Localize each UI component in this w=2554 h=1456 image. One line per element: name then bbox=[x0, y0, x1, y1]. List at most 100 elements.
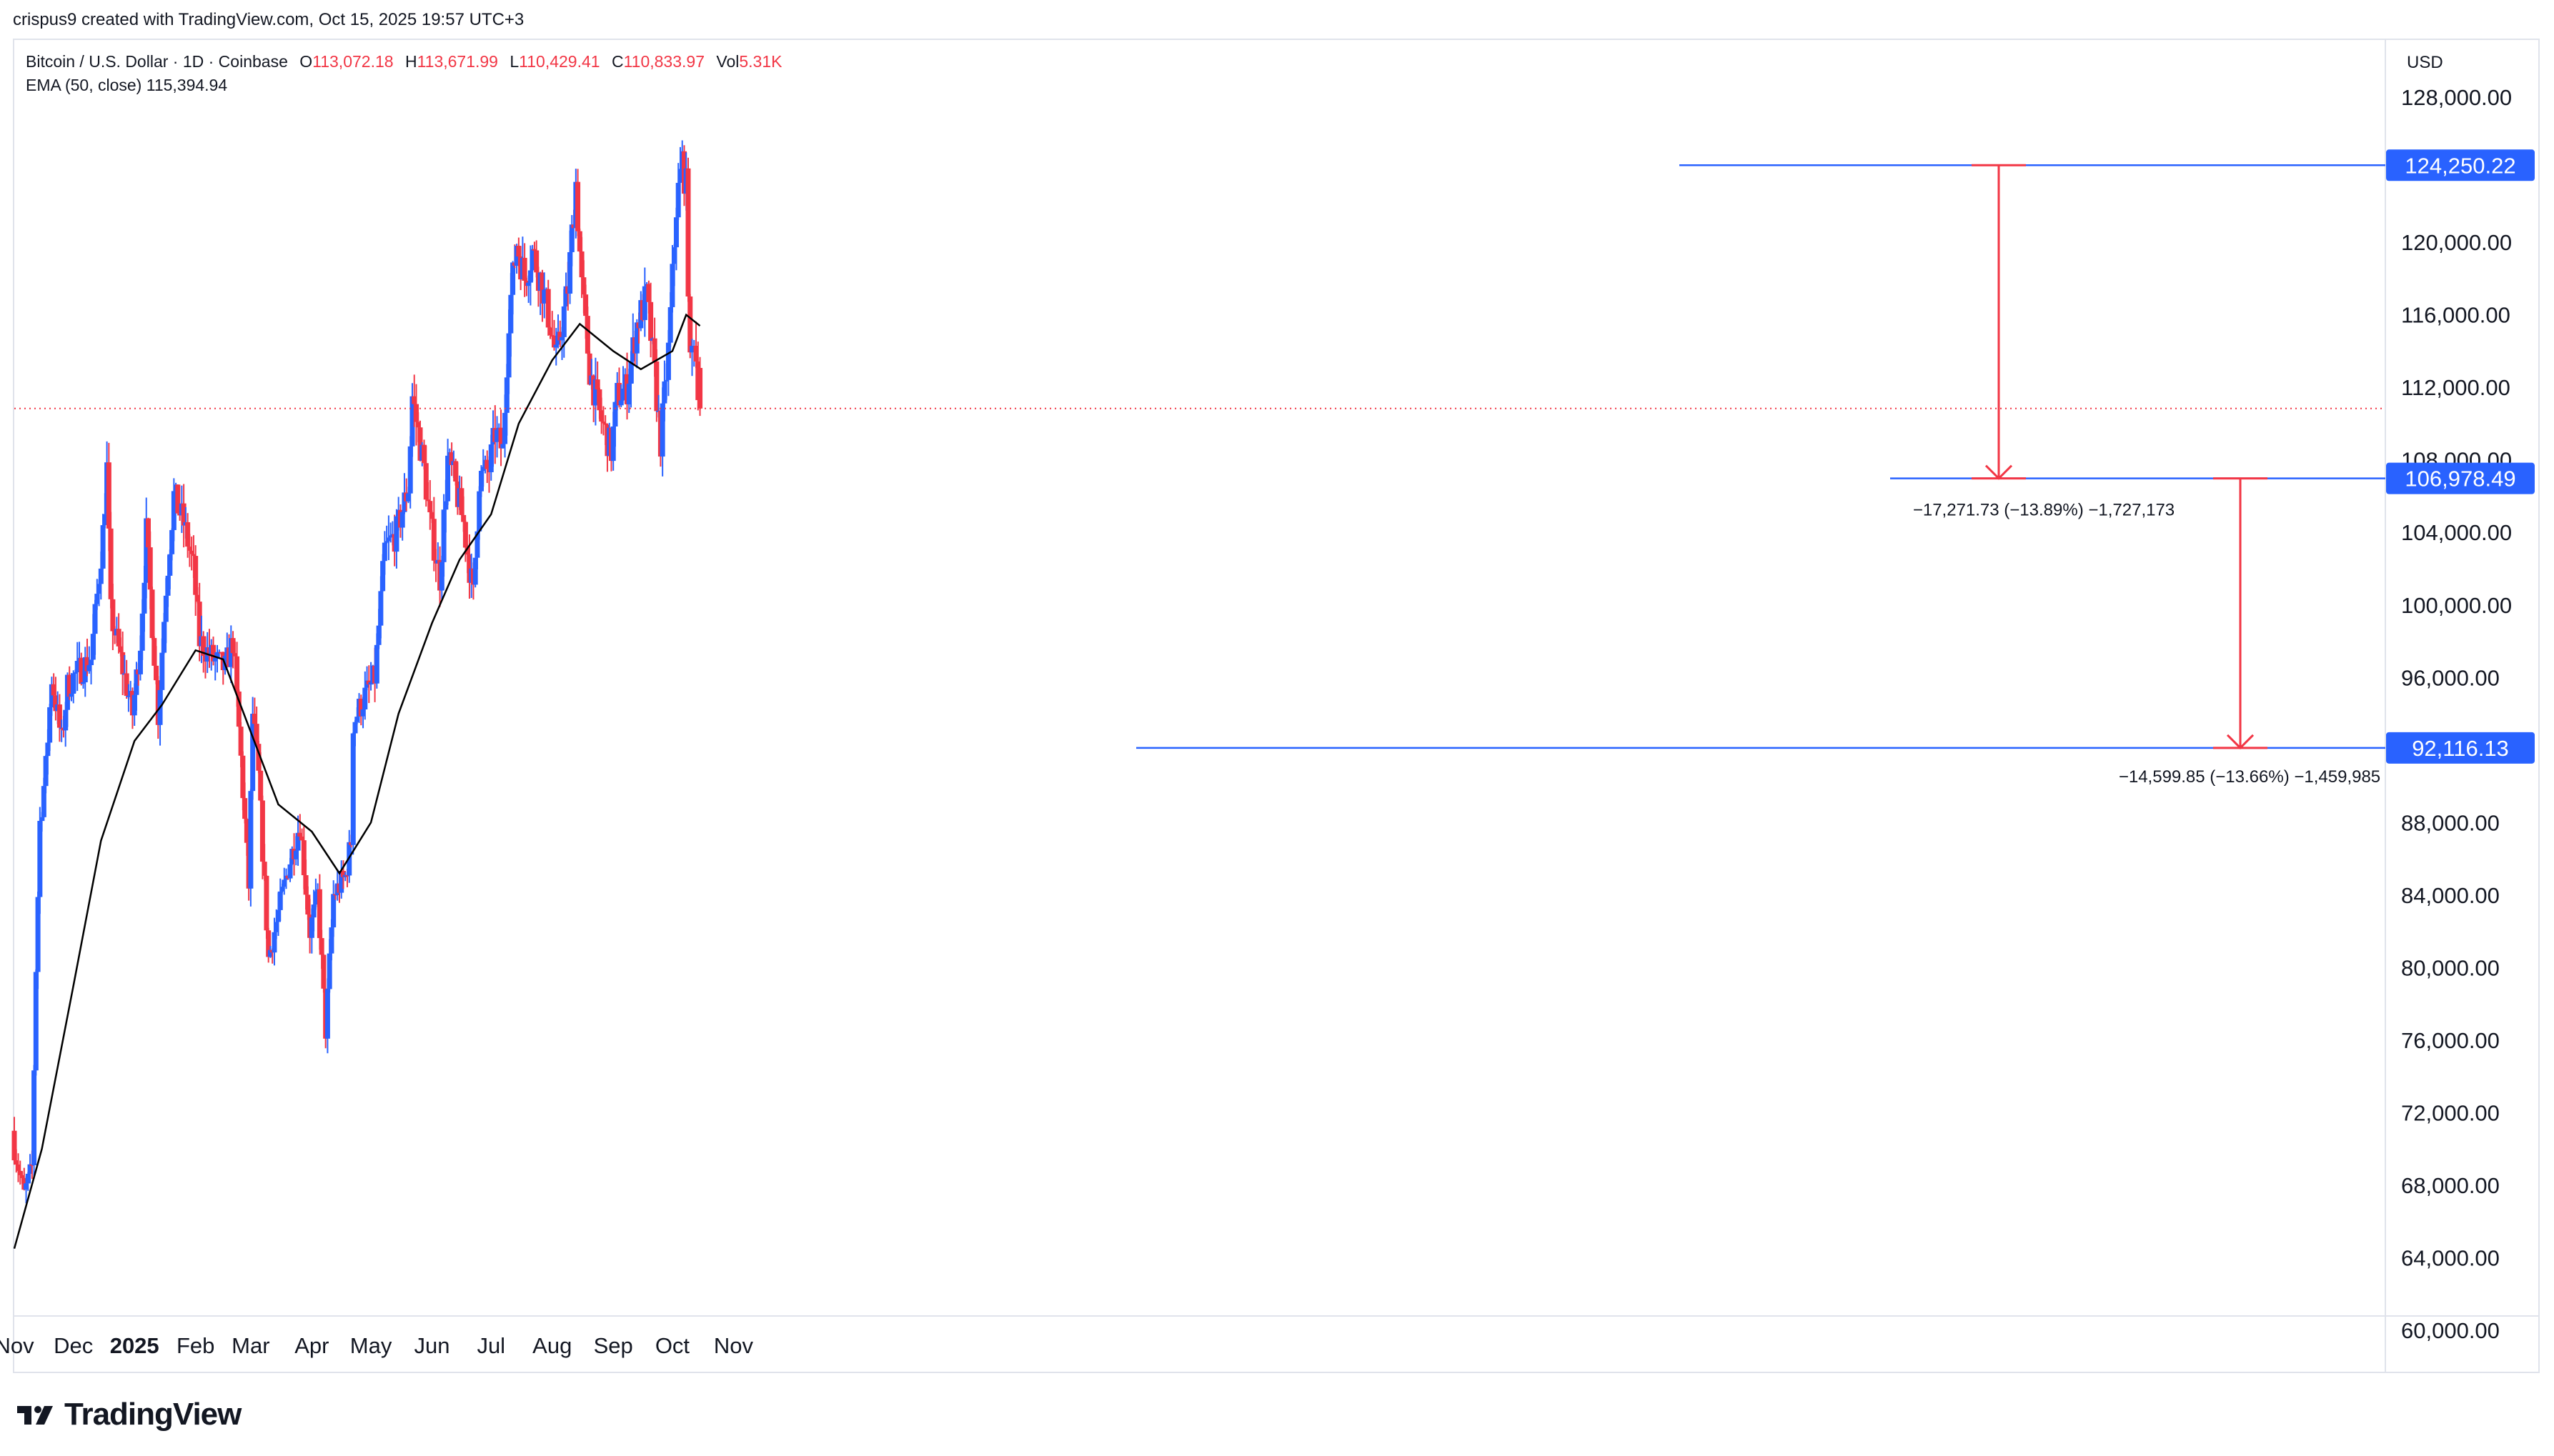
x-tick-label: Mar bbox=[232, 1333, 269, 1358]
tradingview-logo-icon bbox=[17, 1406, 53, 1425]
candle-body bbox=[175, 484, 181, 514]
candle-body bbox=[405, 493, 411, 502]
candle-body bbox=[118, 646, 124, 652]
candle-body bbox=[374, 644, 379, 684]
low-value: 110,429.41 bbox=[519, 52, 600, 71]
candle-body bbox=[100, 525, 106, 569]
candle-body bbox=[106, 462, 111, 529]
candle-body bbox=[660, 403, 665, 457]
candle-body bbox=[394, 516, 399, 552]
level-label: 124,250.22 bbox=[2405, 153, 2515, 178]
candle-body bbox=[530, 249, 535, 271]
y-tick-label: 80,000.00 bbox=[2401, 955, 2500, 980]
currency-label[interactable]: USD bbox=[2407, 53, 2443, 72]
candle-body bbox=[256, 744, 262, 771]
candle-body bbox=[415, 422, 421, 428]
candle-body bbox=[35, 897, 41, 972]
candle-body bbox=[585, 316, 590, 354]
candle-body bbox=[137, 650, 143, 674]
candle-body bbox=[24, 1183, 29, 1190]
y-tick-label: 84,000.00 bbox=[2401, 883, 2500, 908]
candle-body bbox=[618, 400, 624, 406]
candle-body bbox=[510, 262, 516, 295]
candle-body bbox=[41, 786, 46, 817]
candle-body bbox=[25, 1173, 31, 1184]
candle-body bbox=[577, 231, 582, 251]
candle-body bbox=[84, 657, 90, 672]
candle-body bbox=[250, 713, 256, 792]
chart-frame bbox=[13, 39, 2540, 1373]
y-tick-label: 64,000.00 bbox=[2401, 1245, 2500, 1270]
y-tick-label: 96,000.00 bbox=[2401, 665, 2500, 690]
candle-body bbox=[145, 518, 151, 548]
candle-body bbox=[212, 658, 218, 662]
candle-body bbox=[45, 742, 51, 757]
candle-body bbox=[274, 922, 279, 932]
candle-body bbox=[159, 652, 165, 690]
candle-body bbox=[407, 446, 413, 494]
y-tick-label: 88,000.00 bbox=[2401, 810, 2500, 835]
candle-body bbox=[350, 733, 356, 845]
candle-body bbox=[687, 296, 693, 353]
candle-body bbox=[181, 503, 187, 526]
candle-body bbox=[238, 727, 244, 756]
candle-body bbox=[553, 344, 559, 348]
x-tick-label: Nov bbox=[0, 1333, 34, 1358]
candle-body bbox=[648, 301, 654, 341]
candle-body bbox=[461, 514, 467, 522]
y-tick-label: 68,000.00 bbox=[2401, 1173, 2500, 1198]
volume-key: Vol bbox=[716, 52, 740, 71]
candle-body bbox=[236, 691, 242, 727]
candle-body bbox=[69, 693, 74, 697]
candle-body bbox=[144, 518, 149, 583]
candle-body bbox=[301, 840, 307, 876]
candle-body bbox=[163, 595, 169, 622]
tradingview-logo[interactable]: TradingView bbox=[16, 1397, 242, 1432]
candle-body bbox=[244, 819, 249, 843]
candle-body bbox=[72, 672, 78, 674]
candle-body bbox=[575, 181, 581, 231]
candle-body bbox=[53, 695, 59, 712]
candle-body bbox=[675, 182, 681, 218]
candle-body bbox=[94, 594, 100, 604]
candle-body bbox=[264, 875, 269, 931]
candle-body bbox=[453, 461, 459, 482]
candle-body bbox=[664, 379, 670, 382]
candle-body bbox=[431, 519, 437, 561]
candle-body bbox=[340, 870, 346, 877]
candle-body bbox=[149, 589, 155, 639]
candle-body bbox=[96, 584, 102, 594]
y-tick-label: 76,000.00 bbox=[2401, 1028, 2500, 1053]
candle-body bbox=[51, 684, 56, 696]
candle-body bbox=[595, 379, 600, 390]
candle-body bbox=[193, 556, 199, 595]
candle-body bbox=[581, 277, 587, 295]
candle-body bbox=[443, 501, 449, 510]
candle-body bbox=[108, 528, 114, 599]
volume-value: 5.31K bbox=[739, 52, 782, 71]
y-tick-label: 112,000.00 bbox=[2401, 375, 2510, 400]
candle-body bbox=[252, 713, 257, 724]
candle-body bbox=[402, 492, 407, 512]
candle-body bbox=[279, 887, 285, 892]
candle-body bbox=[508, 294, 514, 334]
candle-body bbox=[602, 423, 608, 425]
candle-body bbox=[368, 682, 374, 685]
candle-body bbox=[339, 870, 344, 893]
candle-body bbox=[92, 604, 98, 634]
candle-body bbox=[422, 444, 427, 464]
candle-body bbox=[262, 862, 267, 876]
candle-body bbox=[610, 426, 616, 462]
candle-body bbox=[552, 335, 557, 348]
candle-body bbox=[599, 410, 605, 422]
candle-body bbox=[139, 613, 145, 651]
candle-body bbox=[542, 289, 547, 304]
candle-body bbox=[592, 379, 598, 406]
candle-body bbox=[652, 338, 657, 361]
candle-body bbox=[295, 832, 301, 851]
ema-line bbox=[13, 313, 701, 1250]
candle-body bbox=[685, 168, 691, 296]
level-label: 106,978.49 bbox=[2405, 467, 2515, 492]
x-tick-label: Apr bbox=[294, 1333, 329, 1358]
